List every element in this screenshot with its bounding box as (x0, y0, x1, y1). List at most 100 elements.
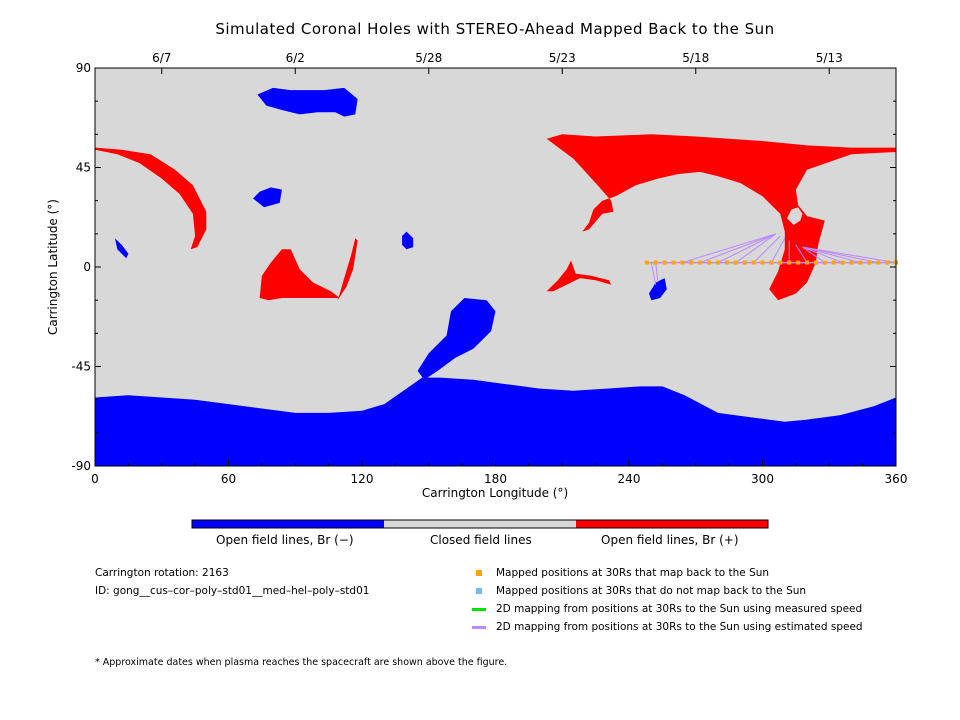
mapped-point-20 (822, 260, 827, 265)
negative-region-1 (417, 298, 496, 380)
legend-measured: 2D mapping from positions at 30Rs to the… (472, 603, 863, 615)
colorbar-segment-1 (384, 520, 576, 528)
legend-line-measured (472, 607, 486, 611)
legend-mapped: Mapped positions at 30Rs that map back t… (476, 567, 769, 579)
mapped-point-3 (671, 260, 676, 265)
y-axis-label: Carrington Latitude (°) (46, 199, 60, 335)
mapped-point-17 (796, 260, 801, 265)
mapped-point-23 (849, 260, 854, 265)
mapped-point-1 (653, 260, 658, 265)
estimated-mapping-line-2 (717, 233, 777, 264)
legend-label-measured: 2D mapping from positions at 30Rs to the… (496, 603, 863, 615)
top-date-label-0: 6/7 (152, 51, 171, 65)
mapped-point-6 (698, 260, 703, 265)
mapped-point-12 (751, 260, 756, 265)
mapped-point-4 (680, 260, 685, 265)
mapped-point-13 (760, 260, 765, 265)
y-tick-label-0: -90 (71, 459, 91, 473)
estimated-mapping-line-14 (655, 262, 659, 283)
mapped-point-21 (831, 260, 836, 265)
top-date-label-5: 5/13 (816, 51, 843, 65)
estimated-mapping-line-1 (700, 233, 777, 264)
positive-region-1 (546, 134, 896, 301)
mapped-point-26 (876, 260, 881, 265)
top-date-label-4: 5/18 (682, 51, 709, 65)
colorbar-label-closed: Closed field lines (430, 533, 532, 547)
estimated-mapping-line-3 (735, 233, 777, 263)
mapped-point-16 (787, 260, 792, 265)
legend-marker-mapped (476, 570, 482, 576)
model-id: ID: gong__cus–cor–poly–std01__med–hel–po… (95, 585, 370, 597)
legend-not-mapped: Mapped positions at 30Rs that do not map… (476, 585, 806, 597)
negative-regions (95, 87, 896, 466)
mapped-point-2 (662, 260, 667, 265)
positive-region-0 (95, 147, 207, 250)
x-tick-label-3: 180 (484, 472, 507, 486)
mapped-point-18 (805, 260, 809, 265)
x-axis-label: Carrington Longitude (°) (422, 486, 568, 500)
colorbar-segment-2 (576, 520, 768, 528)
mapped-point-24 (858, 260, 863, 265)
y-tick-label-1: -45 (71, 360, 91, 374)
closed-hole-0 (787, 207, 803, 225)
estimated-mapping-line-4 (753, 235, 781, 263)
legend-label-not-mapped: Mapped positions at 30Rs that do not map… (496, 585, 807, 597)
x-tick-label-0: 0 (91, 472, 99, 486)
x-tick-label-1: 60 (221, 472, 236, 486)
estimated-mapping-line-13 (650, 262, 657, 285)
positive-region-4 (546, 260, 612, 292)
estimated-mapping-line-10 (802, 246, 861, 264)
x-tick-label-4: 240 (618, 472, 641, 486)
x-tick-label-5: 300 (751, 472, 774, 486)
closed-holes (787, 207, 803, 225)
legend-label-estimated: 2D mapping from positions at 30Rs to the… (496, 621, 863, 633)
footnote: * Approximate dates when plasma reaches … (95, 657, 508, 668)
estimated-mapping-line-12 (802, 246, 897, 264)
mapped-point-9 (724, 260, 729, 265)
x-tick-label-2: 120 (351, 472, 374, 486)
mapped-point-14 (769, 260, 774, 265)
mapped-point-0 (644, 260, 649, 265)
top-date-label-3: 5/23 (549, 51, 576, 65)
top-date-label-1: 6/2 (286, 51, 305, 65)
mapped-point-5 (689, 260, 694, 265)
legend-line-estimated (472, 625, 486, 629)
mapping-lines (646, 233, 897, 285)
negative-region-4 (115, 238, 129, 259)
positive-regions (95, 134, 896, 301)
estimated-mapping-line-5 (770, 238, 786, 263)
mapped-point-10 (733, 260, 738, 265)
colorbar (191, 519, 769, 529)
colorbar-frame (191, 519, 769, 529)
top-date-label-2: 5/28 (415, 51, 442, 65)
stereo-track-points (644, 260, 898, 265)
y-tick-label-2: 0 (83, 260, 91, 274)
negative-region-2 (257, 87, 358, 117)
mapped-point-25 (867, 260, 872, 265)
colorbar-label-negative: Open field lines, Br (−) (216, 533, 354, 547)
chart-title: Simulated Coronal Holes with STEREO-Ahea… (215, 20, 775, 38)
negative-region-5 (402, 231, 414, 250)
x-tick-label-6: 360 (885, 472, 908, 486)
y-tick-label-3: 45 (76, 161, 91, 175)
colorbar-segment-0 (192, 520, 384, 528)
positive-region-2 (259, 249, 340, 301)
axes: 0 60 120 180 240 300 360 -90 -45 0 45 90 6/7 6/2 5/28 5… (71, 51, 907, 486)
mapped-point-27 (885, 260, 890, 265)
legend-label-mapped: Mapped positions at 30Rs that map back t… (496, 567, 770, 579)
colorbar-label-positive: Open field lines, Br (+) (601, 533, 739, 547)
legend-marker-not-mapped (476, 588, 482, 594)
estimated-mapping-line-9 (802, 246, 843, 264)
estimated-mapping-line-0 (682, 233, 776, 264)
mapped-point-8 (716, 260, 720, 265)
negative-region-6 (649, 278, 667, 301)
mapped-point-15 (778, 260, 783, 265)
mapped-point-19 (813, 260, 818, 265)
positive-region-3 (337, 238, 358, 301)
y-tick-label-4: 90 (76, 61, 91, 75)
negative-region-3 (253, 187, 282, 208)
mapped-point-22 (840, 260, 845, 265)
negative-region-0 (95, 377, 896, 466)
mapped-point-11 (742, 260, 747, 265)
